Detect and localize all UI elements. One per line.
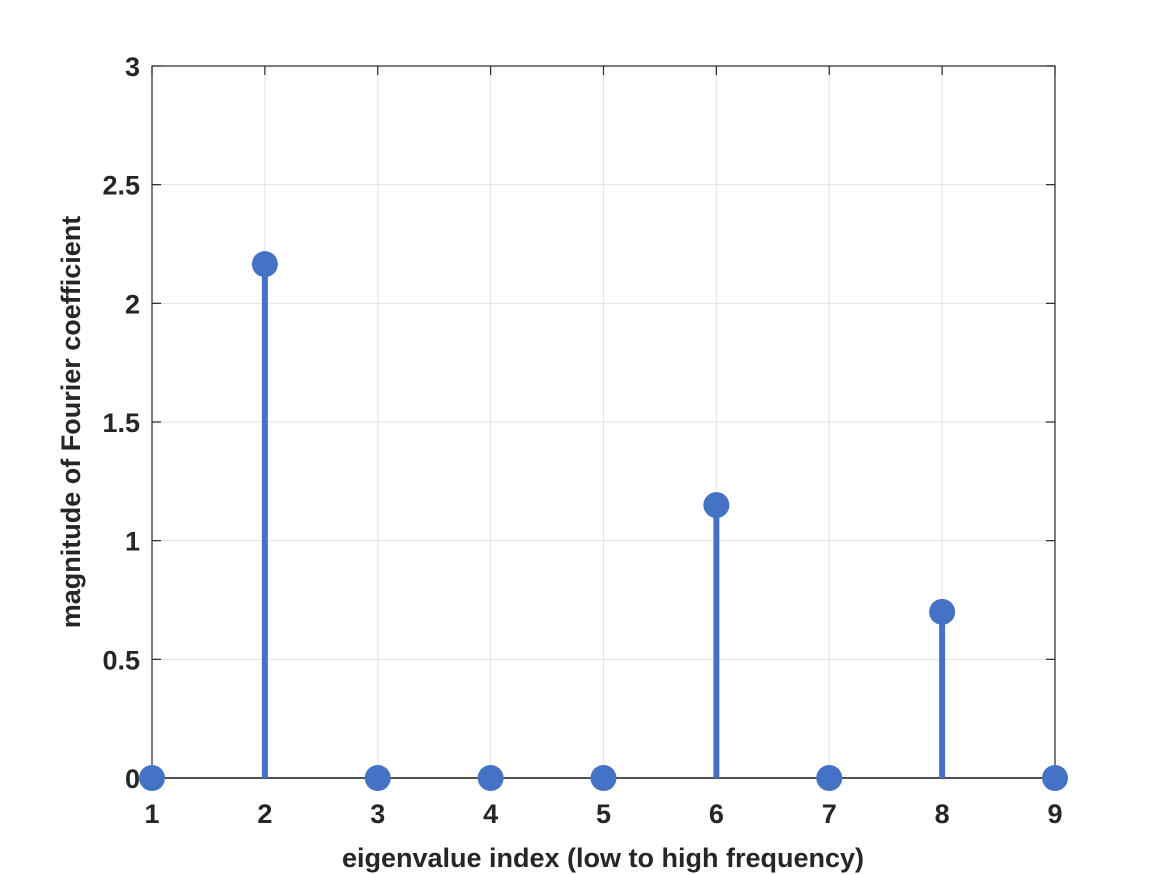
y-tick-label: 0.5 xyxy=(102,645,140,675)
grid-lines xyxy=(152,66,1055,778)
x-tick-label: 4 xyxy=(483,799,498,829)
stem-marker xyxy=(816,765,843,791)
x-tick-label: 7 xyxy=(822,799,837,829)
x-tick-label: 8 xyxy=(935,799,950,829)
stem-marker xyxy=(139,765,165,791)
y-tick-labels: 0 0.5 1 1.5 2 2.5 3 xyxy=(102,52,140,794)
x-tick-label: 3 xyxy=(370,799,385,829)
stem-series xyxy=(139,251,1068,791)
stem-marker xyxy=(590,765,617,791)
y-tick-label: 1.5 xyxy=(102,408,140,438)
x-tick-label: 5 xyxy=(596,799,611,829)
y-tick-label: 2 xyxy=(125,289,140,319)
stem-marker xyxy=(251,251,278,278)
x-axis-label: eigenvalue index (low to high frequency) xyxy=(342,843,864,873)
y-tick-label: 1 xyxy=(125,527,140,557)
x-tick-label: 1 xyxy=(144,799,159,829)
y-axis-label: magnitude of Fourier coefficient xyxy=(56,216,86,629)
stem-marker xyxy=(364,765,391,791)
x-tick-labels: 1 2 3 4 5 6 7 8 9 xyxy=(144,799,1062,829)
x-tick-label: 2 xyxy=(257,799,272,829)
y-tick-label: 2.5 xyxy=(102,171,140,201)
stem-marker xyxy=(477,765,504,791)
stem-marker xyxy=(929,598,956,625)
x-tick-label: 9 xyxy=(1047,799,1062,829)
x-tick-label: 6 xyxy=(709,799,724,829)
stem-marker xyxy=(703,492,730,519)
y-tick-label: 3 xyxy=(125,52,140,82)
y-tick-label: 0 xyxy=(125,764,140,794)
stem-marker xyxy=(1042,765,1068,791)
